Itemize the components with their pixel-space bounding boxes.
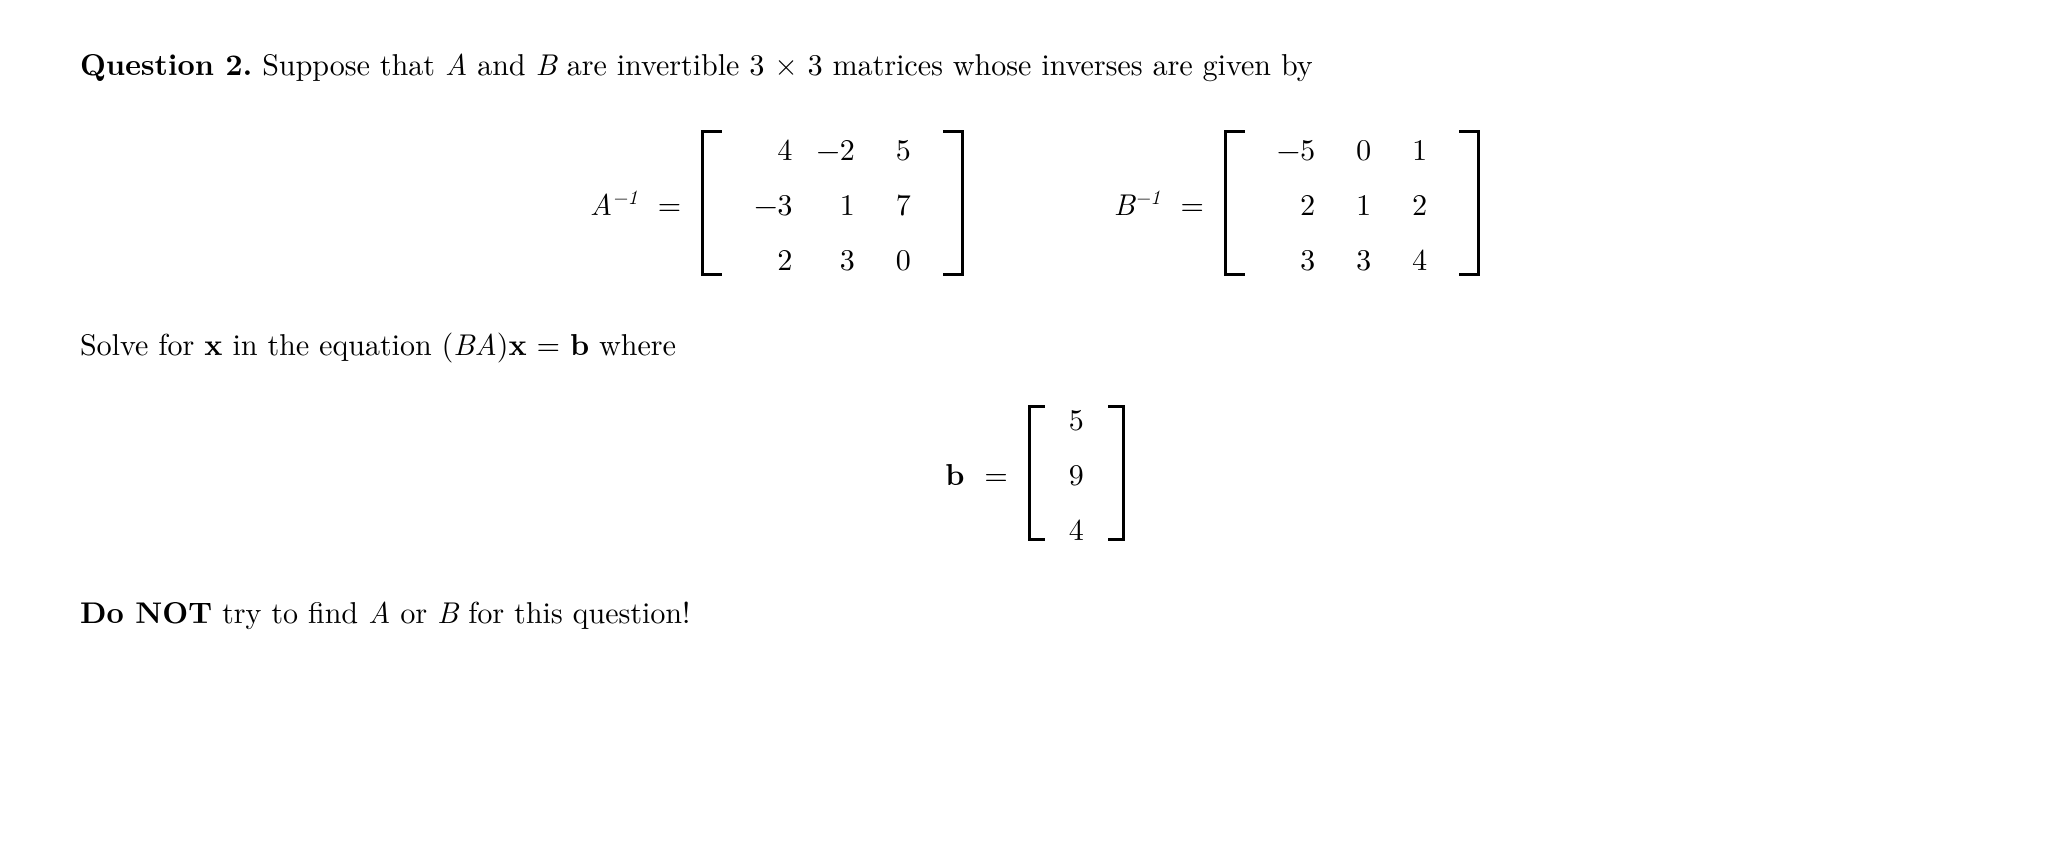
- b-inverse-equation: B−1 = −5 0 1 2 1 2 3 3 4: [1114, 115, 1480, 290]
- intro-prefix: Suppose that: [262, 41, 445, 84]
- matrix-equations: A−1 = 4 −2 5 −3 1 7 2 3 0: [80, 115, 1990, 290]
- note-var-b: B: [437, 589, 458, 632]
- bracket-left-icon: [1028, 405, 1045, 541]
- a-inverse-content: 4 −2 5 −3 1 7 2 3 0: [730, 115, 935, 290]
- b-vector-equation: b = 5 9 4: [80, 385, 1990, 560]
- intro-suffix: are invertible 3 × 3 matrices whose inve…: [557, 41, 1313, 84]
- bracket-left-icon: [1224, 130, 1245, 276]
- b-inverse-matrix: −5 0 1 2 1 2 3 3 4: [1224, 115, 1480, 290]
- b-inverse-content: −5 0 1 2 1 2 3 3 4: [1253, 115, 1451, 290]
- solve-line: Solve for x in the equation (BA)x = b wh…: [80, 320, 1990, 365]
- bracket-left-icon: [701, 130, 722, 276]
- variable-b: B: [536, 41, 557, 84]
- vector-b: b: [570, 321, 589, 364]
- question-label: Question 2.: [80, 41, 252, 84]
- note-bold: Do NOT: [80, 589, 212, 632]
- b-vector-content: 5 9 4: [1053, 385, 1100, 560]
- question-intro: Question 2. Suppose that A and B are inv…: [80, 40, 1990, 85]
- bracket-right-icon: [1108, 405, 1125, 541]
- equals-sign: =: [1180, 180, 1203, 225]
- bracket-right-icon: [1459, 130, 1480, 276]
- vector-x: x: [204, 321, 222, 364]
- equals-sign: =: [984, 450, 1007, 495]
- variable-a: A: [445, 41, 467, 84]
- a-inverse-label: A−1: [590, 180, 638, 225]
- equals-sign: =: [658, 180, 681, 225]
- final-note: Do NOT try to find A or B for this quest…: [80, 588, 1990, 633]
- b-inverse-label: B−1: [1114, 180, 1161, 225]
- note-var-a: A: [368, 589, 390, 632]
- intro-and: and: [467, 41, 535, 84]
- ba-variable: BA: [453, 321, 496, 364]
- b-vector-matrix: 5 9 4: [1028, 385, 1125, 560]
- bracket-right-icon: [943, 130, 964, 276]
- a-inverse-matrix: 4 −2 5 −3 1 7 2 3 0: [701, 115, 964, 290]
- b-label: b: [945, 450, 964, 495]
- a-inverse-equation: A−1 = 4 −2 5 −3 1 7 2 3 0: [590, 115, 964, 290]
